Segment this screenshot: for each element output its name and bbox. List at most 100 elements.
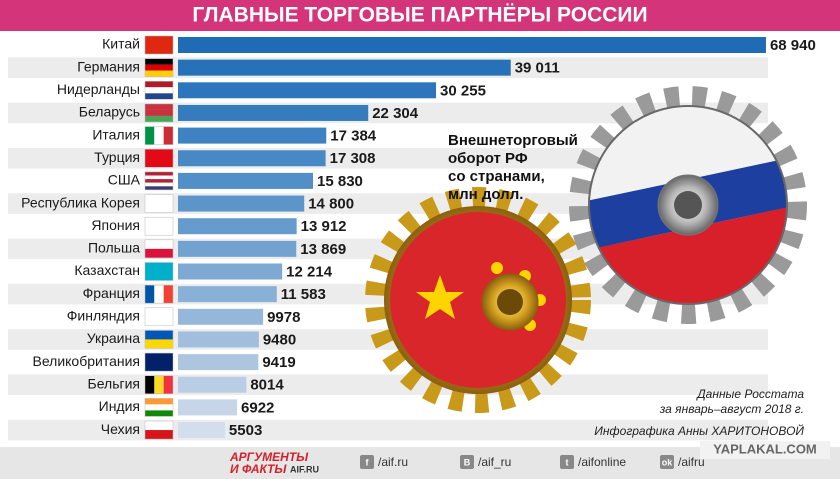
social-icon-label: B (464, 457, 471, 467)
bar (178, 263, 283, 280)
chart-title: ГЛАВНЫЕ ТОРГОВЫЕ ПАРТНЁРЫ РОССИИ (192, 4, 647, 27)
flag (145, 81, 173, 88)
flag-border (144, 330, 174, 349)
category-label: Украина (87, 330, 141, 346)
annotation: оборот РФ (448, 150, 528, 167)
gear-hole (674, 191, 702, 219)
flag-border (144, 149, 174, 168)
flag (145, 115, 173, 122)
value-label: 22 304 (372, 105, 419, 122)
value-label: 17 384 (330, 128, 377, 145)
logo: АРГУМЕНТЫ (229, 450, 309, 464)
star (416, 275, 464, 319)
flag (145, 353, 173, 372)
bar (178, 150, 326, 167)
flag (145, 186, 173, 190)
category-label: Польша (88, 240, 140, 256)
flag (145, 248, 173, 258)
flag-border (144, 262, 174, 281)
value-label: 39 011 (515, 60, 560, 77)
category-label: Китай (102, 36, 140, 52)
flag (145, 217, 173, 236)
watermark: YAPLAKAL.COM (713, 441, 817, 456)
bar (178, 59, 511, 76)
flag-border (144, 171, 174, 191)
flag (145, 149, 173, 168)
bar (178, 308, 264, 325)
flag (145, 307, 173, 326)
flag (145, 93, 173, 100)
category-label: Япония (91, 217, 140, 233)
flag (145, 404, 173, 411)
annotation: млн долл. (448, 186, 523, 203)
flag-border (144, 352, 174, 372)
gear-teeth (569, 86, 807, 324)
bar (178, 82, 437, 99)
flag-border (144, 284, 174, 304)
flag-border (144, 81, 174, 100)
value-label: 6922 (241, 399, 274, 416)
china-flag (390, 212, 566, 388)
social: f/aif.ru B/aif_ru t/aifonline ok/aifru (360, 455, 705, 469)
bar (178, 286, 277, 303)
category-label: Германия (77, 58, 140, 74)
flag (145, 171, 173, 176)
gears (365, 86, 807, 413)
category-label: Великобритания (32, 353, 140, 369)
flag (145, 285, 155, 304)
flag (145, 398, 173, 405)
social-icon-label: t (566, 457, 569, 467)
flag (145, 262, 173, 281)
flag (163, 375, 173, 394)
category-label: Италия (92, 126, 140, 142)
flag (145, 179, 173, 183)
flag (145, 36, 173, 54)
value-label: 5503 (229, 422, 262, 439)
category-label: Франция (83, 285, 140, 301)
bar (178, 127, 327, 144)
flag-border (144, 126, 174, 145)
bar (178, 104, 369, 121)
flag-border (144, 216, 174, 236)
flag (145, 70, 173, 77)
watermark-bg (700, 441, 830, 459)
flag-border (144, 307, 174, 327)
flag (145, 109, 173, 116)
flag (145, 58, 173, 65)
social-link: /aifru (678, 455, 705, 469)
annotation: со странами, (448, 168, 545, 185)
social-icon (360, 455, 374, 469)
gear-hole (497, 289, 523, 315)
social-icon-label: ok (662, 457, 673, 467)
value-label: 9480 (263, 331, 296, 348)
category-label: Турция (94, 149, 140, 165)
bar (178, 331, 259, 348)
category-label: Беларусь (79, 104, 140, 120)
star (491, 262, 503, 274)
flag (154, 375, 164, 394)
value-label: 68 940 (770, 37, 816, 54)
flag (163, 126, 173, 145)
flag-border (144, 375, 174, 394)
category-label: Чехия (101, 421, 140, 437)
flag (145, 126, 155, 145)
value-label: 17 308 (330, 150, 376, 167)
logo: AIF.RU (290, 464, 319, 474)
category-label: Бельгия (88, 375, 140, 391)
category-label: Республика Корея (21, 194, 140, 210)
flag-border (144, 103, 174, 123)
value-label: 12 214 (286, 263, 333, 280)
value-label: 9419 (262, 354, 295, 371)
flag (145, 194, 173, 213)
flag (145, 103, 173, 110)
value-label: 13 912 (301, 218, 347, 235)
flag (145, 87, 173, 94)
title-bar (0, 0, 840, 31)
gear-teeth (365, 187, 591, 413)
flag (145, 430, 173, 440)
flag (145, 330, 173, 340)
source: за январь–август 2018 г. (659, 402, 804, 416)
flag-border (144, 239, 174, 259)
flag-border (144, 194, 174, 213)
